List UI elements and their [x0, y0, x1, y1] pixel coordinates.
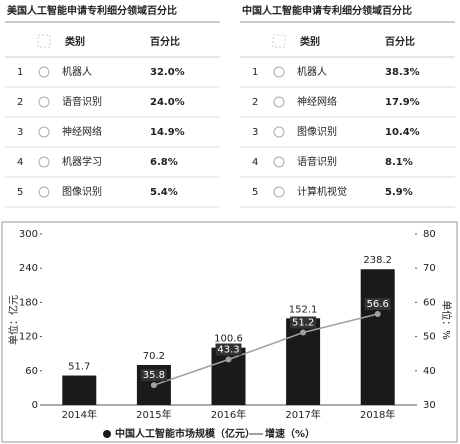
line-value-label: 56.6 — [367, 299, 389, 310]
y-tick-label: 240 — [19, 263, 38, 274]
row-name: 神经网络 — [297, 95, 337, 108]
y2-tick-label: 40 — [423, 366, 436, 377]
x-tick-label: 2017年 — [285, 408, 320, 421]
y-tick-label: 60 — [25, 366, 38, 377]
row-name: 计算机视觉 — [297, 185, 347, 198]
y2-tick-label: 30 — [423, 400, 436, 411]
y-label: 单位：亿元 — [7, 295, 20, 345]
row-index: 5 — [17, 187, 23, 198]
row-name: 机器人 — [297, 65, 327, 78]
line — [153, 313, 378, 386]
row-value: 38.3% — [385, 67, 420, 78]
line-value-label: 35.8 — [143, 370, 165, 381]
row-name: 图像识别 — [297, 126, 337, 138]
line-marker — [225, 356, 232, 363]
row-index: 2 — [252, 97, 258, 108]
row-icon — [273, 156, 285, 168]
y2-tick-label: 70 — [423, 263, 436, 274]
line-value-label: 43.3 — [217, 345, 239, 356]
line-marker — [300, 329, 307, 336]
row-name: 神经网络 — [62, 125, 102, 138]
bar — [62, 375, 97, 405]
y-tick-label: 300 — [19, 229, 38, 240]
row-value: 24.0% — [150, 97, 185, 108]
label-box — [364, 298, 391, 311]
row-value: 17.9% — [385, 97, 420, 108]
row-name: 机器人 — [62, 65, 92, 78]
row-value: 32.0% — [150, 67, 185, 78]
y-tick-label: 120 — [19, 332, 38, 343]
x-tick-label: 2016年 — [211, 408, 246, 421]
row-name: 图像识别 — [62, 186, 102, 198]
legend-swatch — [103, 430, 111, 438]
row-icon — [38, 126, 50, 138]
row-index: 2 — [17, 97, 23, 108]
header-icon — [37, 34, 51, 48]
bar — [360, 269, 395, 405]
row-value: 5.4% — [150, 187, 178, 198]
row-index: 1 — [17, 67, 23, 78]
row-name: 机器学习 — [62, 155, 102, 168]
bar — [211, 347, 246, 405]
row-icon — [273, 96, 285, 108]
y2-tick-label: 50 — [423, 332, 436, 343]
label-box — [215, 343, 242, 356]
header-cell: 类别 — [65, 35, 85, 48]
header-cell: 类别 — [300, 35, 320, 48]
row-value: 8.1% — [385, 157, 413, 168]
bar-value-label: 100.6 — [214, 334, 243, 345]
bar-value-label: 70.2 — [143, 351, 165, 362]
bar-value-label: 238.2 — [363, 255, 392, 266]
table-title: 美国人工智能申请专利细分领域百分比 — [7, 4, 177, 17]
legend-label: 增速（%） — [265, 427, 315, 440]
row-index: 3 — [17, 127, 23, 138]
header-cell: 百分比 — [150, 35, 180, 48]
row-index: 5 — [252, 187, 258, 198]
row-name: 语音识别 — [297, 155, 337, 168]
line-marker — [150, 382, 157, 389]
row-index: 4 — [252, 157, 258, 168]
y2-tick-label: 80 — [423, 229, 436, 240]
row-icon — [38, 186, 50, 198]
y2-tick-label: 60 — [423, 297, 436, 308]
row-value: 14.9% — [150, 127, 185, 138]
x-tick-label: 2015年 — [136, 408, 171, 421]
table-title: 中国人工智能申请专利细分领域百分比 — [242, 4, 412, 17]
row-value: 5.9% — [385, 187, 413, 198]
row-index: 1 — [252, 67, 258, 78]
row-icon — [38, 156, 50, 168]
header-icon — [272, 34, 286, 48]
legend-label: 中国人工智能市场规模（亿元） — [115, 427, 255, 440]
bar-value-label: 51.7 — [68, 362, 90, 373]
row-icon — [273, 186, 285, 198]
y-tick-label: 0 — [32, 400, 38, 411]
row-value: 10.4% — [385, 127, 420, 138]
y2-label: 单位：% — [440, 300, 453, 340]
row-icon — [38, 96, 50, 108]
row-value: 6.8% — [150, 157, 178, 168]
line-marker — [374, 311, 381, 318]
label-box — [290, 316, 317, 329]
row-icon — [273, 66, 285, 78]
row-index: 4 — [17, 157, 23, 168]
line-value-label: 51.2 — [292, 317, 314, 328]
header-cell: 百分比 — [385, 35, 415, 48]
y-tick-label: 180 — [19, 297, 38, 308]
label-box — [140, 369, 167, 382]
row-index: 3 — [252, 127, 258, 138]
x-tick-label: 2018年 — [360, 408, 395, 421]
bar-value-label: 152.1 — [289, 304, 318, 315]
row-name: 语音识别 — [62, 95, 102, 108]
row-icon — [38, 66, 50, 78]
row-icon — [273, 126, 285, 138]
x-tick-label: 2014年 — [62, 408, 97, 421]
chart-frame — [1, 221, 458, 443]
